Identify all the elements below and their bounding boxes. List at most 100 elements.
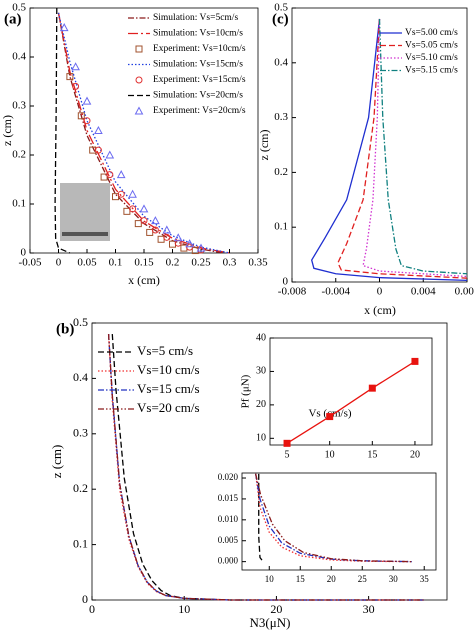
- series-line: [286, 360, 416, 444]
- legend-label: Simulation: Vs=5cm/s: [153, 13, 238, 23]
- x-tick-label: -0.008: [278, 286, 307, 298]
- inset-photo-detail: [62, 232, 108, 236]
- marker: [151, 226, 159, 234]
- x-axis-label: x (cm): [364, 303, 396, 317]
- marker: [82, 96, 92, 105]
- marker: [100, 173, 108, 181]
- series-line: [310, 18, 468, 282]
- y-tick-label: 0.1: [73, 536, 88, 550]
- legend-label: Simulation: Vs=20cm/s: [153, 91, 243, 101]
- y-axis-label: z (cm): [49, 445, 64, 479]
- x-tick-label: 0.1: [109, 257, 123, 269]
- y-tick-label: 0.2: [274, 166, 288, 178]
- x-tick-label: -0.05: [19, 257, 42, 269]
- series-line: [337, 18, 468, 279]
- y-tick-label: 0.1: [12, 198, 26, 210]
- x-tick-label: 0.05: [77, 257, 97, 269]
- x-tick-label: 35: [420, 574, 430, 584]
- legend-label: Vs=5.10 cm/s: [405, 53, 458, 63]
- marker: [163, 233, 171, 241]
- marker: [116, 170, 126, 179]
- plot-frame: [291, 7, 468, 283]
- x-tick-label: 0: [377, 286, 383, 298]
- y-tick-label: 0.5: [274, 2, 288, 14]
- x-tick-label: 0: [89, 602, 95, 616]
- y-tick-label: 10: [256, 433, 266, 444]
- marker: [66, 73, 74, 81]
- y-tick-label: 0.4: [274, 56, 288, 68]
- x-tick-label: 15: [367, 449, 377, 460]
- plot-frame: [269, 337, 433, 446]
- y-tick-label: 0.000: [218, 556, 239, 566]
- legend-label: Vs=5.05 cm/s: [405, 41, 458, 51]
- marker: [123, 207, 131, 215]
- marker: [283, 439, 291, 447]
- y-tick-label: 0.2: [73, 481, 88, 495]
- marker: [77, 112, 85, 120]
- y-tick-label: 0: [82, 592, 88, 606]
- y-tick-label: 0.4: [73, 370, 88, 384]
- legend-marker: [135, 45, 143, 53]
- marker: [134, 220, 142, 228]
- panel-label: (a): [4, 11, 22, 27]
- marker: [326, 413, 334, 421]
- marker: [139, 204, 149, 213]
- legend-label: Experiment: Vs=15cm/s: [153, 75, 246, 85]
- marker: [196, 243, 206, 252]
- plot-frame: [241, 472, 437, 571]
- y-tick-label: 0: [283, 276, 289, 288]
- x-tick-label: 20: [270, 602, 282, 616]
- series-line: [54, 7, 71, 254]
- y-tick-label: 0.1: [274, 221, 288, 233]
- series-line: [258, 473, 264, 563]
- marker: [83, 117, 91, 125]
- x-tick-label: 10: [265, 574, 275, 584]
- y-tick-label: 0.2: [12, 149, 26, 161]
- marker: [174, 239, 182, 247]
- marker: [112, 193, 119, 201]
- marker: [185, 239, 194, 248]
- series-line: [57, 12, 230, 254]
- marker: [162, 225, 172, 234]
- x-tick-label: 0.15: [134, 257, 154, 269]
- x-tick-label: 0.2: [166, 257, 180, 269]
- marker: [71, 62, 80, 71]
- x-tick-label: 0.008: [455, 286, 474, 298]
- legend-label: Vs=20 cm/s: [137, 400, 200, 415]
- x-tick-label: 0.25: [191, 257, 211, 269]
- x-tick-label: 25: [358, 574, 368, 584]
- marker: [146, 228, 154, 236]
- x-tick-label: 0.004: [411, 286, 436, 298]
- x-axis-label: N3(μN): [250, 615, 291, 630]
- marker: [72, 82, 80, 90]
- marker: [368, 384, 376, 392]
- x-tick-label: 0: [56, 257, 62, 269]
- legend-label: Vs=15 cm/s: [137, 381, 200, 396]
- x-tick-label: 30: [363, 602, 375, 616]
- y-tick-label: 20: [256, 399, 266, 410]
- x-tick-label: 20: [410, 449, 420, 460]
- series-line: [107, 334, 424, 601]
- y-tick-label: 30: [256, 366, 266, 377]
- y-tick-label: 0.3: [12, 100, 26, 112]
- legend-label: Vs=10 cm/s: [137, 362, 200, 377]
- x-axis-label: x (cm): [128, 273, 160, 287]
- y-axis-label: z (cm): [0, 115, 14, 146]
- marker: [129, 205, 137, 213]
- y-tick-label: 0.5: [12, 2, 26, 14]
- y-tick-label: 0.015: [218, 493, 239, 503]
- x-tick-label: 10: [178, 602, 190, 616]
- marker: [151, 216, 160, 225]
- x-tick-label: 10: [325, 449, 335, 460]
- marker: [94, 146, 102, 154]
- legend-label: Vs=5.15 cm/s: [405, 66, 458, 76]
- marker: [173, 233, 183, 242]
- x-tick-label: 30: [389, 574, 399, 584]
- series-line: [255, 473, 412, 563]
- panel-label: (b): [56, 321, 74, 337]
- y-tick-label: 0.4: [12, 51, 26, 63]
- y-tick-label: 0.020: [218, 472, 239, 482]
- marker: [140, 217, 148, 225]
- legend-label: Simulation: Vs=10cm/s: [153, 29, 243, 39]
- x-tick-label: 5: [285, 449, 290, 460]
